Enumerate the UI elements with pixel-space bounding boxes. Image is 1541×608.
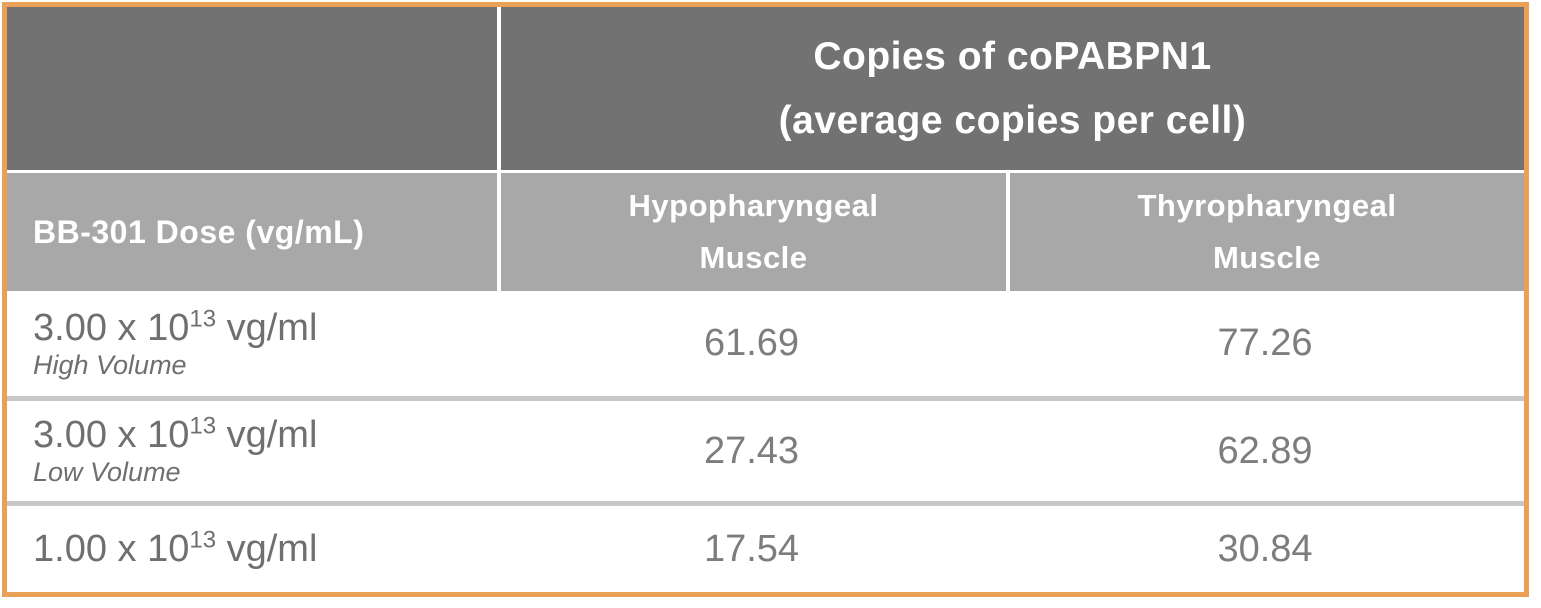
dose-label-low-volume: 3.00 x 1013 vg/ml Low Volume [7, 401, 497, 501]
dose-unit: vg/ml [216, 528, 318, 570]
dose-value: 1.00 x 1013 vg/ml [33, 528, 497, 570]
thyropharyngeal-header-line1: Thyropharyngeal [1137, 188, 1397, 223]
dose-base: 3.00 x 10 [33, 306, 190, 349]
table-title-line1: Copies of coPABPN1 [813, 34, 1212, 78]
dose-base: 1.00 x 10 [33, 528, 190, 570]
table-title-line2: (average copies per cell) [778, 98, 1247, 142]
dose-exponent: 13 [189, 304, 217, 332]
hypopharyngeal-value: 61.69 [703, 322, 800, 364]
hypopharyngeal-value: 17.54 [703, 527, 800, 570]
dose-unit: vg/ml [216, 306, 318, 349]
table-row-low-volume: 3.00 x 1013 vg/ml Low Volume 27.43 62.89 [7, 396, 1524, 501]
hypopharyngeal-value: 27.43 [703, 429, 800, 472]
thyropharyngeal-header-line2: Muscle [1212, 240, 1322, 275]
table-title-row: Copies of coPABPN1 (average copies per c… [7, 7, 1524, 170]
volume-label: High Volume [33, 349, 187, 380]
hypopharyngeal-header-line2: Muscle [699, 240, 808, 275]
thyropharyngeal-value: 62.89 [1217, 429, 1313, 472]
dose-exponent: 13 [189, 526, 217, 554]
dose-exponent: 13 [189, 412, 217, 440]
dose-column-header: BB-301 Dose (vg/mL) [7, 173, 497, 291]
hypopharyngeal-column-header: Hypopharyngeal Muscle [497, 173, 1006, 291]
thyropharyngeal-column-header: Thyropharyngeal Muscle [1006, 173, 1524, 291]
dose-base: 3.00 x 10 [33, 414, 190, 456]
thyropharyngeal-value: 30.84 [1217, 527, 1313, 570]
copies-table: Copies of coPABPN1 (average copies per c… [2, 2, 1529, 597]
table-row-high-volume: 3.00 x 1013 vg/ml High Volume 61.69 77.2… [7, 291, 1524, 396]
dose-label-high-volume: 3.00 x 1013 vg/ml High Volume [7, 291, 497, 396]
hypopharyngeal-header-line1: Hypopharyngeal [628, 188, 879, 223]
dose-label-low-dose: 1.00 x 1013 vg/ml [7, 506, 497, 592]
table-row-low-dose: 1.00 x 1013 vg/ml 17.54 30.84 [7, 501, 1524, 592]
thyropharyngeal-value: 77.26 [1217, 322, 1313, 364]
dose-value: 3.00 x 1013 vg/ml [33, 304, 497, 349]
dose-unit: vg/ml [216, 414, 318, 456]
column-header-row: BB-301 Dose (vg/mL) Hypopharyngeal Muscl… [7, 170, 1524, 291]
volume-label: Low Volume [33, 457, 181, 487]
table-title: Copies of coPABPN1 (average copies per c… [497, 7, 1524, 170]
dose-value: 3.00 x 1013 vg/ml [33, 414, 497, 456]
title-row-empty-cell [7, 7, 497, 170]
